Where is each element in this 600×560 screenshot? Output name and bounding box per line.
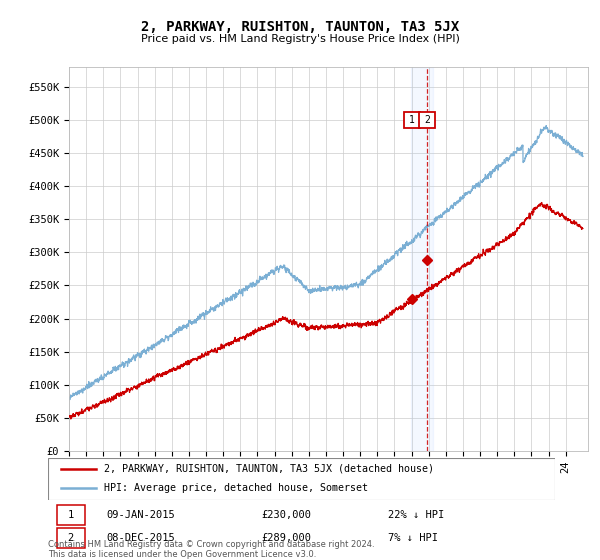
Text: 09-JAN-2015: 09-JAN-2015 bbox=[106, 510, 175, 520]
Text: 7% ↓ HPI: 7% ↓ HPI bbox=[388, 533, 437, 543]
Text: 2, PARKWAY, RUISHTON, TAUNTON, TA3 5JX (detached house): 2, PARKWAY, RUISHTON, TAUNTON, TA3 5JX (… bbox=[104, 464, 434, 474]
Text: 2: 2 bbox=[424, 115, 430, 125]
Text: Contains HM Land Registry data © Crown copyright and database right 2024.
This d: Contains HM Land Registry data © Crown c… bbox=[48, 540, 374, 559]
Text: 1: 1 bbox=[409, 115, 415, 125]
Text: 1: 1 bbox=[68, 510, 74, 520]
FancyBboxPatch shape bbox=[48, 458, 555, 500]
Text: 2, PARKWAY, RUISHTON, TAUNTON, TA3 5JX: 2, PARKWAY, RUISHTON, TAUNTON, TA3 5JX bbox=[141, 20, 459, 34]
Text: HPI: Average price, detached house, Somerset: HPI: Average price, detached house, Some… bbox=[104, 483, 368, 493]
Text: £289,000: £289,000 bbox=[261, 533, 311, 543]
Text: £230,000: £230,000 bbox=[261, 510, 311, 520]
FancyBboxPatch shape bbox=[57, 505, 85, 525]
Bar bbox=[412, 67, 433, 451]
FancyBboxPatch shape bbox=[57, 528, 85, 548]
Text: Price paid vs. HM Land Registry's House Price Index (HPI): Price paid vs. HM Land Registry's House … bbox=[140, 34, 460, 44]
Text: 08-DEC-2015: 08-DEC-2015 bbox=[106, 533, 175, 543]
Text: 2: 2 bbox=[68, 533, 74, 543]
Text: 22% ↓ HPI: 22% ↓ HPI bbox=[388, 510, 444, 520]
